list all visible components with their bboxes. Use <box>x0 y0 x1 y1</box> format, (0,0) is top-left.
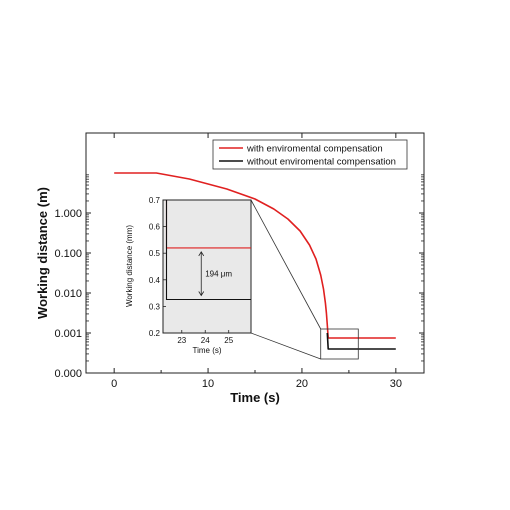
inset-y-tick-label: 0.3 <box>149 302 161 311</box>
zoom-connector-top <box>250 199 322 330</box>
inset-y-tick-label: 0.7 <box>149 196 161 205</box>
y-tick-label: 0.001 <box>54 328 82 340</box>
legend-label-1: with enviromental compensation <box>246 144 383 155</box>
inset-y-axis-title: Working distance (mm) <box>125 225 134 307</box>
zoom-indicator <box>250 199 359 360</box>
inset-series <box>165 200 251 301</box>
x-tick-label: 20 <box>296 378 308 390</box>
x-tick-label: 10 <box>202 378 214 390</box>
zoom-box <box>320 328 359 360</box>
inset-y-tick-label: 0.5 <box>149 249 161 258</box>
inset-y-tick-label: 0.4 <box>149 276 161 285</box>
y-axis-title: Working distance (m) <box>35 187 50 319</box>
y-tick-label: 0.000 <box>54 368 82 380</box>
inset-area <box>162 199 252 334</box>
legend-box <box>212 139 408 170</box>
x-tick-label: 0 <box>111 378 117 390</box>
inset-x-tick-label: 25 <box>224 336 233 345</box>
annotation-label: 194 μm <box>205 270 232 279</box>
main-tick-labels: 0 10 20 30 0.000 0.001 0.010 0.100 1.000 <box>54 208 401 390</box>
y-tick-label: 1.000 <box>54 208 82 220</box>
main-ticks <box>86 133 424 374</box>
inset-x-tick-label: 24 <box>201 336 210 345</box>
inset-x-axis-title: Time (s) <box>192 346 221 355</box>
y-tick-label: 0.010 <box>54 288 82 300</box>
main-series <box>114 172 396 350</box>
inset-plot: 23 24 25 0.2 0.3 0.4 0.5 0.6 0.7 194 μm Time (s)… <box>125 196 252 355</box>
inset-series-line-2 <box>165 200 251 301</box>
legend: with enviromental compensation without en… <box>212 139 408 170</box>
inset-x-tick-label: 23 <box>177 336 186 345</box>
y-tick-label: 0.100 <box>54 248 82 260</box>
inset-tick-labels: 23 24 25 0.2 0.3 0.4 0.5 0.6 0.7 <box>149 196 234 345</box>
inset-y-tick-label: 0.2 <box>149 329 161 338</box>
legend-label-2: without enviromental compensation <box>246 157 396 168</box>
inset-ticks <box>163 199 230 334</box>
inset-y-tick-label: 0.6 <box>149 223 161 232</box>
annotation-arrowhead-bottom <box>198 291 205 297</box>
zoom-connector-bottom <box>250 332 321 360</box>
series-line-1 <box>114 172 396 339</box>
inset-annotation: 194 μm <box>198 251 232 297</box>
annotation-arrowhead-top <box>198 251 205 257</box>
series-line-2 <box>326 332 396 350</box>
x-axis-title: Time (s) <box>230 390 280 405</box>
x-tick-label: 30 <box>390 378 402 390</box>
